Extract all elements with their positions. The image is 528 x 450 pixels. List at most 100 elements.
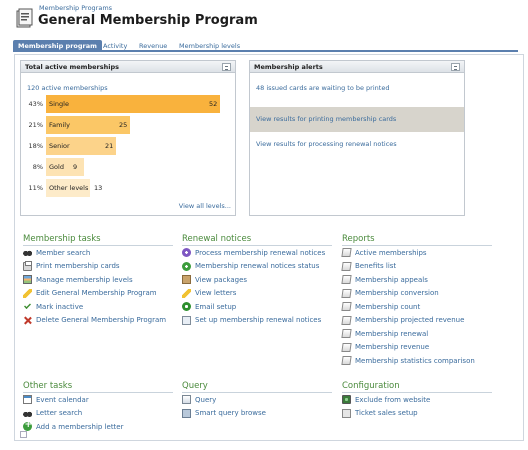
setup-renewal-link[interactable]: Set up membership renewal notices — [182, 314, 332, 328]
breadcrumb[interactable]: Membership Programs — [39, 4, 113, 12]
query-icon — [182, 395, 191, 405]
section-title: Reports — [342, 233, 492, 246]
printer-icon — [23, 260, 32, 271]
query-link[interactable]: Query — [182, 393, 332, 407]
bar-category-label: Senior — [49, 142, 70, 150]
bar[interactable]: Gold — [46, 158, 84, 176]
binoculars-icon — [23, 408, 32, 418]
website-icon — [342, 395, 351, 405]
membership-alerts-header: Membership alerts — [250, 61, 464, 73]
smart-query-icon — [182, 408, 191, 418]
bar-category-label: Single — [49, 100, 69, 108]
renewal-status-link[interactable]: Membership renewal notices status — [182, 260, 332, 274]
report-icon — [341, 342, 352, 352]
total-memberships-header: Total active memberships — [21, 61, 235, 73]
report-icon — [341, 261, 352, 271]
section-title: Membership tasks — [23, 233, 173, 246]
total-memberships-panel: Total active memberships 120 active memb… — [20, 60, 236, 216]
bar[interactable]: Other levels — [46, 179, 90, 197]
view-all-levels-link[interactable]: View all levels... — [178, 202, 231, 210]
calendar-icon — [23, 395, 32, 405]
ticket-sales-link[interactable]: Ticket sales setup — [342, 407, 492, 421]
report-count-link[interactable]: Membership count — [341, 300, 492, 314]
email-icon — [182, 302, 191, 312]
page-header: Membership Programs General Membership P… — [0, 0, 528, 38]
bar[interactable]: Senior — [46, 137, 116, 155]
edit-program-link[interactable]: Edit General Membership Program — [23, 287, 173, 301]
membership-tasks-section: Membership tasks Member search Print mem… — [23, 233, 173, 327]
member-search-link[interactable]: Member search — [23, 246, 173, 260]
levels-icon — [23, 275, 32, 285]
bar-percent-label: 18% — [28, 142, 43, 150]
report-projected-revenue-link[interactable]: Membership projected revenue — [341, 314, 492, 328]
page-expander-icon[interactable] — [20, 431, 27, 438]
report-active-memberships-link[interactable]: Active memberships — [341, 246, 492, 260]
panel-options-icon[interactable] — [451, 63, 460, 71]
bar[interactable]: Family — [46, 116, 130, 134]
print-cards-link[interactable]: Print membership cards — [23, 260, 173, 274]
bar-percent-label: 21% — [28, 121, 43, 129]
report-statistics-link[interactable]: Membership statistics comparison — [341, 354, 492, 368]
page-title: General Membership Program — [38, 13, 258, 28]
tab-bar: Membership program Activity Revenue Memb… — [13, 40, 518, 52]
report-benefits-list-link[interactable]: Benefits list — [341, 260, 492, 274]
binoculars-icon — [23, 248, 32, 258]
alert-printing-results[interactable]: View results for printing membership car… — [250, 107, 464, 132]
process-icon — [182, 248, 191, 258]
report-icon — [341, 329, 352, 339]
view-letters-link[interactable]: View letters — [182, 287, 332, 301]
alert-renewal-results[interactable]: View results for processing renewal noti… — [256, 140, 397, 148]
report-renewal-link[interactable]: Membership renewal — [341, 327, 492, 341]
tab-revenue[interactable]: Revenue — [139, 42, 168, 50]
bar-category-label: Gold — [49, 163, 64, 171]
reports-section: Reports Active memberships Benefits list… — [341, 233, 492, 368]
bar-value-label: 52 — [209, 100, 218, 108]
membership-alerts-title: Membership alerts — [254, 63, 323, 71]
report-icon — [341, 302, 352, 312]
bar-category-label: Family — [49, 121, 70, 129]
view-packages-link[interactable]: View packages — [182, 273, 332, 287]
tab-membership-program[interactable]: Membership program — [13, 40, 102, 52]
tab-membership-levels[interactable]: Membership levels — [179, 42, 241, 50]
email-setup-link[interactable]: Email setup — [182, 300, 332, 314]
setup-icon — [182, 315, 191, 325]
report-revenue-link[interactable]: Membership revenue — [341, 341, 492, 355]
mark-inactive-link[interactable]: Mark inactive — [23, 300, 173, 314]
pencil-icon — [23, 288, 32, 298]
membership-alerts-panel: Membership alerts 48 issued cards are wa… — [249, 60, 465, 216]
letter-search-link[interactable]: Letter search — [23, 407, 173, 421]
tab-activity[interactable]: Activity — [103, 42, 128, 50]
manage-levels-link[interactable]: Manage membership levels — [23, 273, 173, 287]
report-icon — [341, 356, 352, 366]
status-icon — [182, 261, 191, 271]
process-renewal-link[interactable]: Process membership renewal notices — [182, 246, 332, 260]
section-title: Configuration — [342, 380, 492, 393]
bar-value-label: 25 — [119, 121, 128, 129]
delete-icon — [23, 316, 32, 325]
add-letter-link[interactable]: Add a membership letter — [23, 420, 173, 434]
delete-program-link[interactable]: Delete General Membership Program — [23, 314, 173, 328]
other-tasks-section: Other tasks Event calendar Letter search… — [23, 380, 173, 434]
total-memberships-title: Total active memberships — [25, 63, 119, 71]
report-icon — [341, 275, 352, 285]
alert-cards-waiting[interactable]: 48 issued cards are waiting to be printe… — [256, 84, 390, 92]
report-appeals-link[interactable]: Membership appeals — [341, 273, 492, 287]
check-icon — [24, 302, 31, 310]
bar-category-label: Other levels — [49, 184, 89, 192]
ticket-icon — [342, 408, 351, 418]
membership-program-icon — [16, 7, 34, 29]
report-conversion-link[interactable]: Membership conversion — [341, 287, 492, 301]
content-area: Total active memberships 120 active memb… — [14, 54, 524, 441]
section-title: Renewal notices — [182, 233, 332, 246]
panel-options-icon[interactable] — [222, 63, 231, 71]
configuration-section: Configuration Exclude from website Ticke… — [342, 380, 492, 420]
active-memberships-link[interactable]: 120 active memberships — [27, 84, 108, 92]
bar[interactable]: Single — [46, 95, 220, 113]
event-calendar-link[interactable]: Event calendar — [23, 393, 173, 407]
section-title: Query — [182, 380, 332, 393]
smart-query-link[interactable]: Smart query browse — [182, 407, 332, 421]
bar-value-label: 9 — [73, 163, 78, 171]
bar-percent-label: 43% — [28, 100, 43, 108]
exclude-website-link[interactable]: Exclude from website — [342, 393, 492, 407]
report-icon — [341, 315, 352, 325]
